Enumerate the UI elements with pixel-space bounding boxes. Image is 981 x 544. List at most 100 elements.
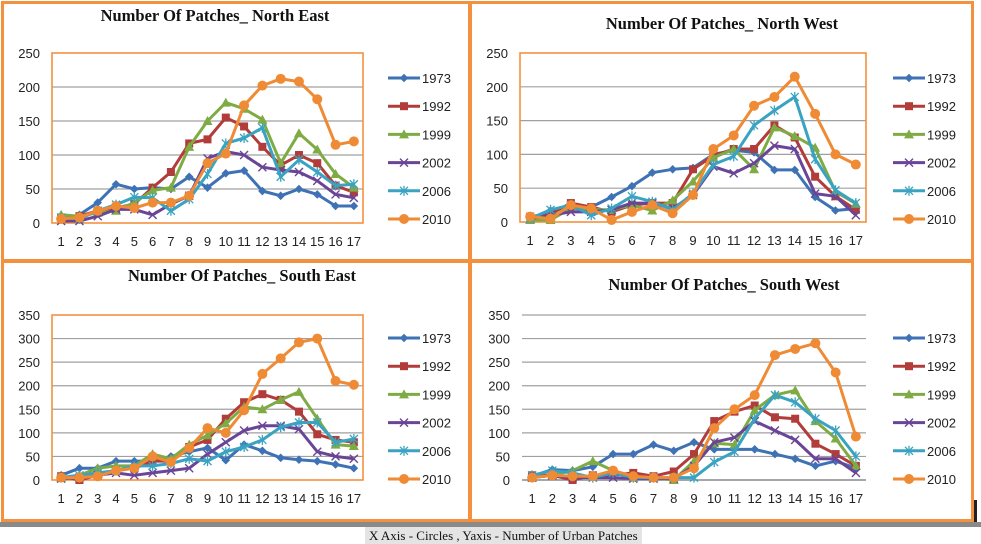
data-point	[770, 449, 780, 459]
data-point	[331, 460, 340, 469]
legend-label: 2006	[927, 184, 956, 199]
x-tick-label: 8	[186, 234, 193, 249]
bottom-shadow	[0, 522, 981, 527]
y-tick-label: 350	[18, 308, 40, 323]
data-point	[257, 80, 268, 91]
data-point	[587, 471, 598, 482]
data-point	[294, 167, 304, 177]
data-point	[831, 454, 841, 464]
legend-label: 1973	[927, 71, 956, 86]
legend-label: 1999	[927, 127, 956, 142]
legend-label: 1973	[422, 331, 451, 346]
data-point	[148, 210, 158, 220]
data-point	[790, 435, 800, 445]
data-point	[203, 449, 212, 459]
x-tick-label: 4	[589, 491, 596, 506]
data-point	[830, 433, 841, 443]
x-tick-label: 4	[588, 233, 595, 248]
data-point	[129, 192, 139, 203]
y-tick-label: 150	[18, 402, 40, 417]
data-point	[221, 446, 231, 457]
data-point	[851, 468, 861, 478]
data-point	[690, 450, 698, 459]
y-tick-label: 250	[18, 46, 40, 61]
legend-label: 2002	[422, 156, 451, 171]
x-tick-label: 7	[167, 491, 174, 506]
data-point	[791, 414, 800, 423]
chart-title: Number Of Patches_ North West	[606, 14, 839, 33]
data-point	[851, 198, 861, 209]
data-point	[184, 442, 195, 453]
y-tick-label: 200	[18, 379, 40, 394]
data-point	[749, 405, 760, 415]
x-tick-label: 3	[567, 233, 574, 248]
legend-item: 1992	[893, 99, 956, 114]
data-point	[689, 472, 699, 483]
x-tick-label: 5	[608, 233, 615, 248]
x-tick-label: 12	[747, 233, 761, 248]
data-point	[790, 397, 800, 408]
data-point	[730, 446, 739, 457]
x-tick-label: 8	[186, 491, 193, 506]
data-point	[831, 450, 840, 459]
legend-marker	[399, 445, 409, 456]
y-tick-label: 50	[494, 181, 508, 196]
legend-marker	[904, 445, 914, 456]
legend-marker	[904, 129, 914, 139]
data-point	[628, 449, 638, 459]
x-tick-label: 13	[273, 491, 287, 506]
legend-label: 2006	[422, 184, 451, 199]
data-point	[203, 456, 212, 467]
y-tick-label: 300	[488, 332, 510, 347]
data-point	[239, 100, 250, 111]
legend-label: 1992	[422, 359, 451, 374]
data-point	[770, 426, 780, 435]
data-point	[203, 183, 212, 192]
legend-item: 2006	[893, 184, 956, 199]
data-point	[608, 449, 618, 459]
legend-item: 1999	[388, 387, 451, 402]
data-point	[750, 144, 759, 153]
data-point	[276, 422, 286, 433]
data-point	[203, 443, 212, 453]
legend-item: 2006	[388, 184, 451, 199]
y-tick-label: 200	[18, 80, 40, 95]
x-tick-label: 14	[788, 491, 802, 506]
y-tick-label: 150	[488, 402, 510, 417]
x-tick-label: 13	[273, 234, 287, 249]
legend-item: 1973	[893, 71, 956, 86]
data-point	[749, 100, 760, 111]
data-point	[667, 208, 678, 219]
data-point	[75, 463, 84, 473]
data-point	[728, 130, 739, 141]
data-point	[166, 466, 176, 476]
y-tick-label: 0	[503, 473, 510, 488]
data-point	[648, 472, 659, 483]
data-point	[276, 453, 285, 463]
data-point	[790, 343, 801, 354]
data-point	[649, 440, 658, 449]
chart-1: Number Of Patches_ North West 0 50 100 150 20…	[486, 14, 956, 248]
data-point	[790, 454, 800, 464]
data-point	[258, 142, 267, 151]
x-tick-label: 12	[255, 234, 269, 249]
x-tick-label: 11	[727, 233, 741, 248]
data-point	[221, 455, 231, 465]
x-tick-label: 10	[707, 491, 721, 506]
chart-title: Number Of Patches_ South West	[608, 275, 840, 294]
legend-item: 1973	[893, 331, 956, 346]
data-point	[626, 206, 637, 217]
data-point	[257, 421, 267, 431]
data-point	[257, 404, 268, 414]
data-point	[851, 451, 861, 462]
data-point	[769, 122, 780, 132]
x-tick-label: 1	[58, 234, 65, 249]
legend-marker	[904, 73, 914, 83]
data-point	[312, 167, 322, 177]
data-point	[92, 205, 103, 216]
y-tick-label: 50	[26, 449, 40, 464]
legend-marker	[904, 158, 914, 168]
data-point	[349, 188, 358, 197]
x-tick-label: 6	[149, 491, 156, 506]
data-point	[810, 454, 820, 464]
